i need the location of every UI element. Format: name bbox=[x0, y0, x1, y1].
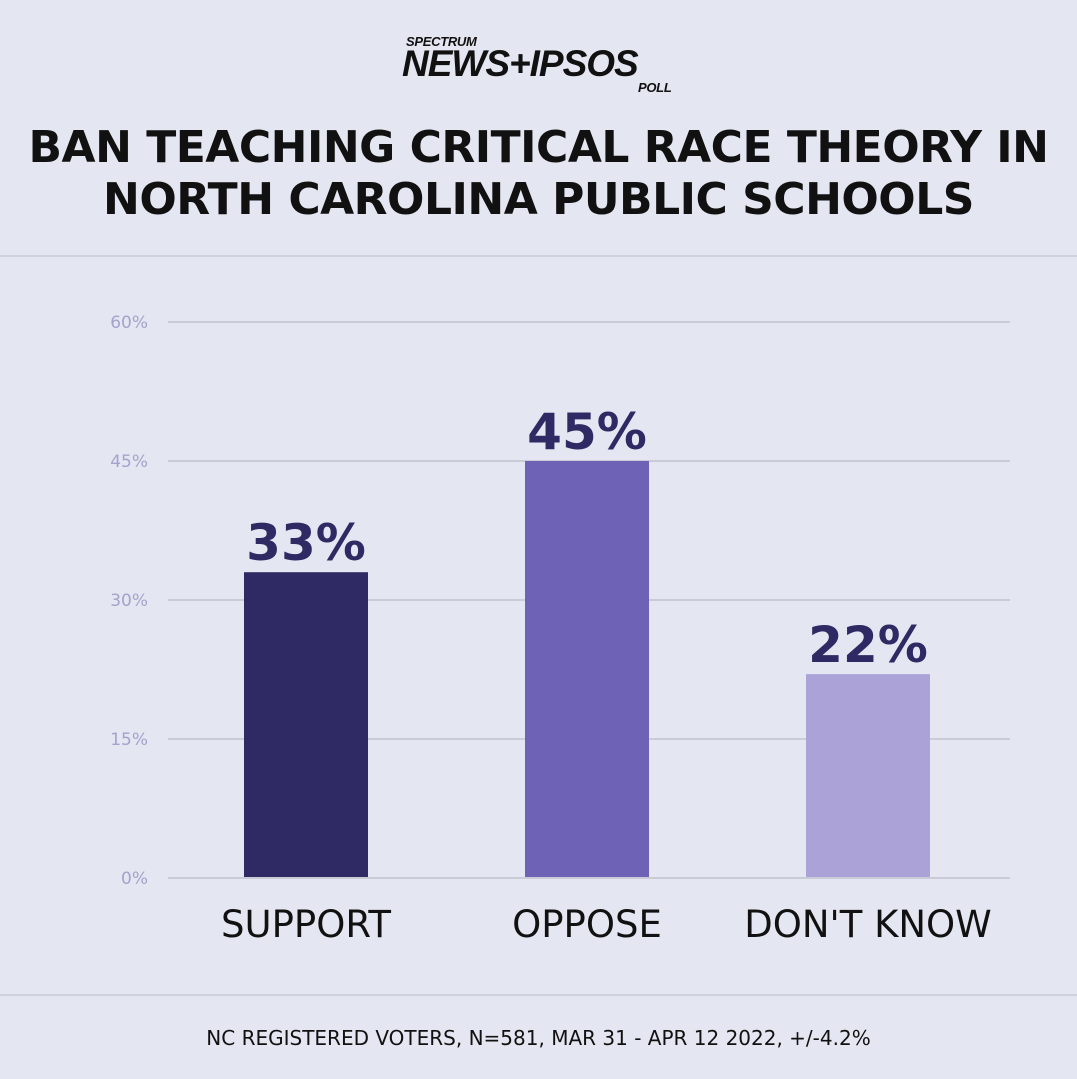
chart-area: 0% 15% 30% 45% 60% 33% SUPPORT 45% OPPOSE 22% DON'… bbox=[0, 257, 1077, 994]
x-category-label: SUPPORT bbox=[221, 903, 391, 946]
y-tick-label: 0% bbox=[121, 869, 148, 889]
bar bbox=[525, 461, 649, 878]
x-category-label: DON'T KNOW bbox=[744, 903, 991, 946]
y-tick-label: 15% bbox=[110, 730, 148, 750]
y-tick-label: 30% bbox=[110, 591, 148, 611]
footnote: NC REGISTERED VOTERS, N=581, MAR 31 - AP… bbox=[206, 1026, 871, 1050]
bar bbox=[244, 572, 368, 878]
spectrum-news-ipsos-poll-logo: SPECTRUM NEWS+IPSOS POLL bbox=[0, 32, 1077, 102]
logo-main-text: NEWS+IPSOS bbox=[402, 43, 639, 84]
bar-chart: 0% 15% 30% 45% 60% 33% SUPPORT 45% OPPOSE 22% DON'… bbox=[110, 313, 1010, 946]
footer: NC REGISTERED VOTERS, N=581, MAR 31 - AP… bbox=[0, 994, 1077, 1079]
y-tick-label: 60% bbox=[110, 313, 148, 333]
header: SPECTRUM NEWS+IPSOS POLL BAN TEACHING CR… bbox=[0, 0, 1077, 257]
bar bbox=[806, 674, 930, 878]
logo-poll-text: POLL bbox=[638, 80, 672, 95]
data-label: 45% bbox=[527, 403, 647, 461]
chart-title: BAN TEACHING CRITICAL RACE THEORY IN NOR… bbox=[0, 122, 1077, 226]
x-category-label: OPPOSE bbox=[512, 903, 662, 946]
chart-title-line-2: NORTH CAROLINA PUBLIC SCHOOLS bbox=[103, 174, 974, 225]
y-tick-label: 45% bbox=[110, 452, 148, 472]
logo-spectrum-text: SPECTRUM bbox=[406, 34, 477, 49]
chart-title-line-1: BAN TEACHING CRITICAL RACE THEORY IN bbox=[28, 122, 1049, 173]
data-label: 22% bbox=[808, 616, 928, 674]
data-label: 33% bbox=[246, 514, 366, 572]
